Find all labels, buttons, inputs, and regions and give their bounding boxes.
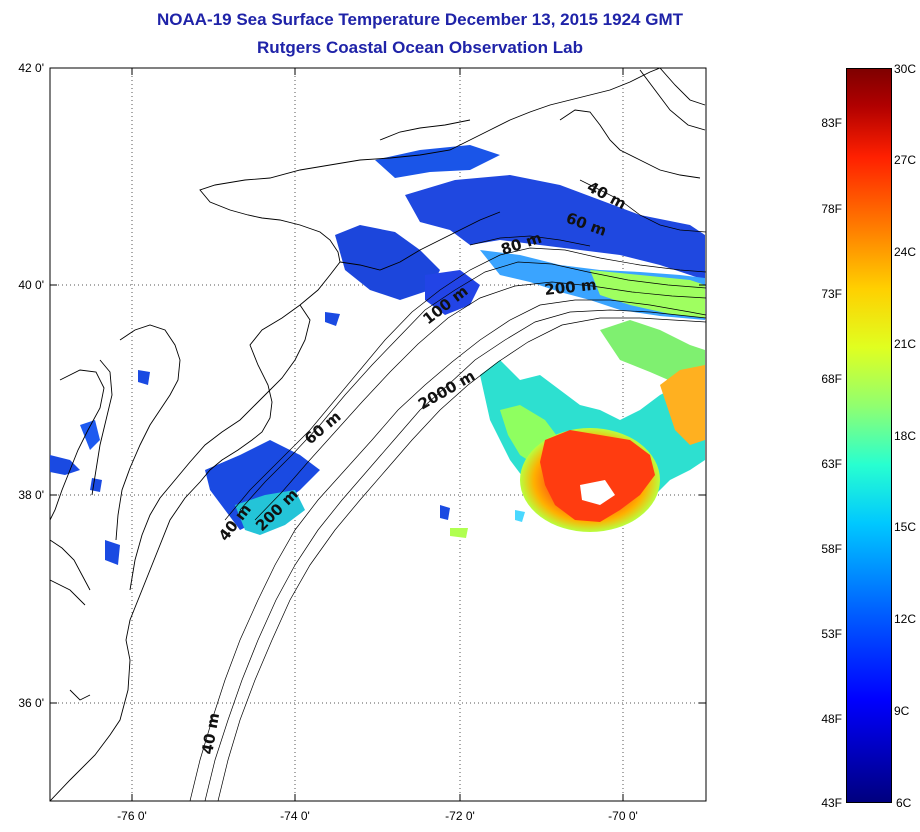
colorbar-celsius-label: 24C	[894, 245, 917, 259]
coastline	[50, 68, 706, 801]
colorbar-fahrenheit-label: 73F	[821, 287, 842, 301]
axis-labels: 42 0' 40 0' 38 0' 36 0' -76 0' -74 0' -7…	[18, 61, 637, 823]
depth-label: 200 m	[544, 276, 598, 299]
colorbar-fahrenheit-label: 78F	[821, 202, 842, 216]
colorbar-fahrenheit-label: 43F	[821, 796, 842, 810]
colorbar-fahrenheit-label: 58F	[821, 542, 842, 556]
colorbar-celsius-label: 27C	[894, 153, 917, 167]
lon-label: -72 0'	[445, 809, 475, 823]
colorbar-celsius-label: 12C	[894, 612, 917, 626]
colorbar-celsius-label: 15C	[894, 520, 917, 534]
colorbar-celsius-label: 21C	[894, 337, 917, 351]
map-title: NOAA-19 Sea Surface Temperature December…	[0, 6, 840, 62]
sst-warm-patches	[480, 320, 705, 532]
colorbar-fahrenheit-label: 83F	[821, 116, 842, 130]
isobath-lines	[189, 179, 706, 801]
colorbar-celsius-label: 30C	[894, 62, 917, 76]
axis-ticks	[50, 68, 706, 801]
lat-label: 38 0'	[18, 488, 44, 502]
title-line-2: Rutgers Coastal Ocean Observation Lab	[257, 38, 583, 57]
sst-cold-patches	[50, 145, 705, 565]
lat-label: 42 0'	[18, 61, 44, 75]
temperature-colorbar	[846, 68, 892, 803]
lon-label: -76 0'	[117, 809, 147, 823]
lat-label: 40 0'	[18, 278, 44, 292]
title-line-1: NOAA-19 Sea Surface Temperature December…	[157, 10, 683, 29]
colorbar-fahrenheit-label: 68F	[821, 372, 842, 386]
colorbar-celsius-label: 18C	[894, 429, 917, 443]
colorbar-celsius-label: 9C	[894, 704, 910, 718]
colorbar-fahrenheit-label: 48F	[821, 712, 842, 726]
lon-label: -70 0'	[608, 809, 638, 823]
colorbar-fahrenheit-label: 53F	[821, 627, 842, 641]
colorbar-celsius-label: 6C	[896, 796, 912, 810]
lat-label: 36 0'	[18, 696, 44, 710]
lon-label: -74 0'	[280, 809, 310, 823]
colorbar-fahrenheit-label: 63F	[821, 457, 842, 471]
